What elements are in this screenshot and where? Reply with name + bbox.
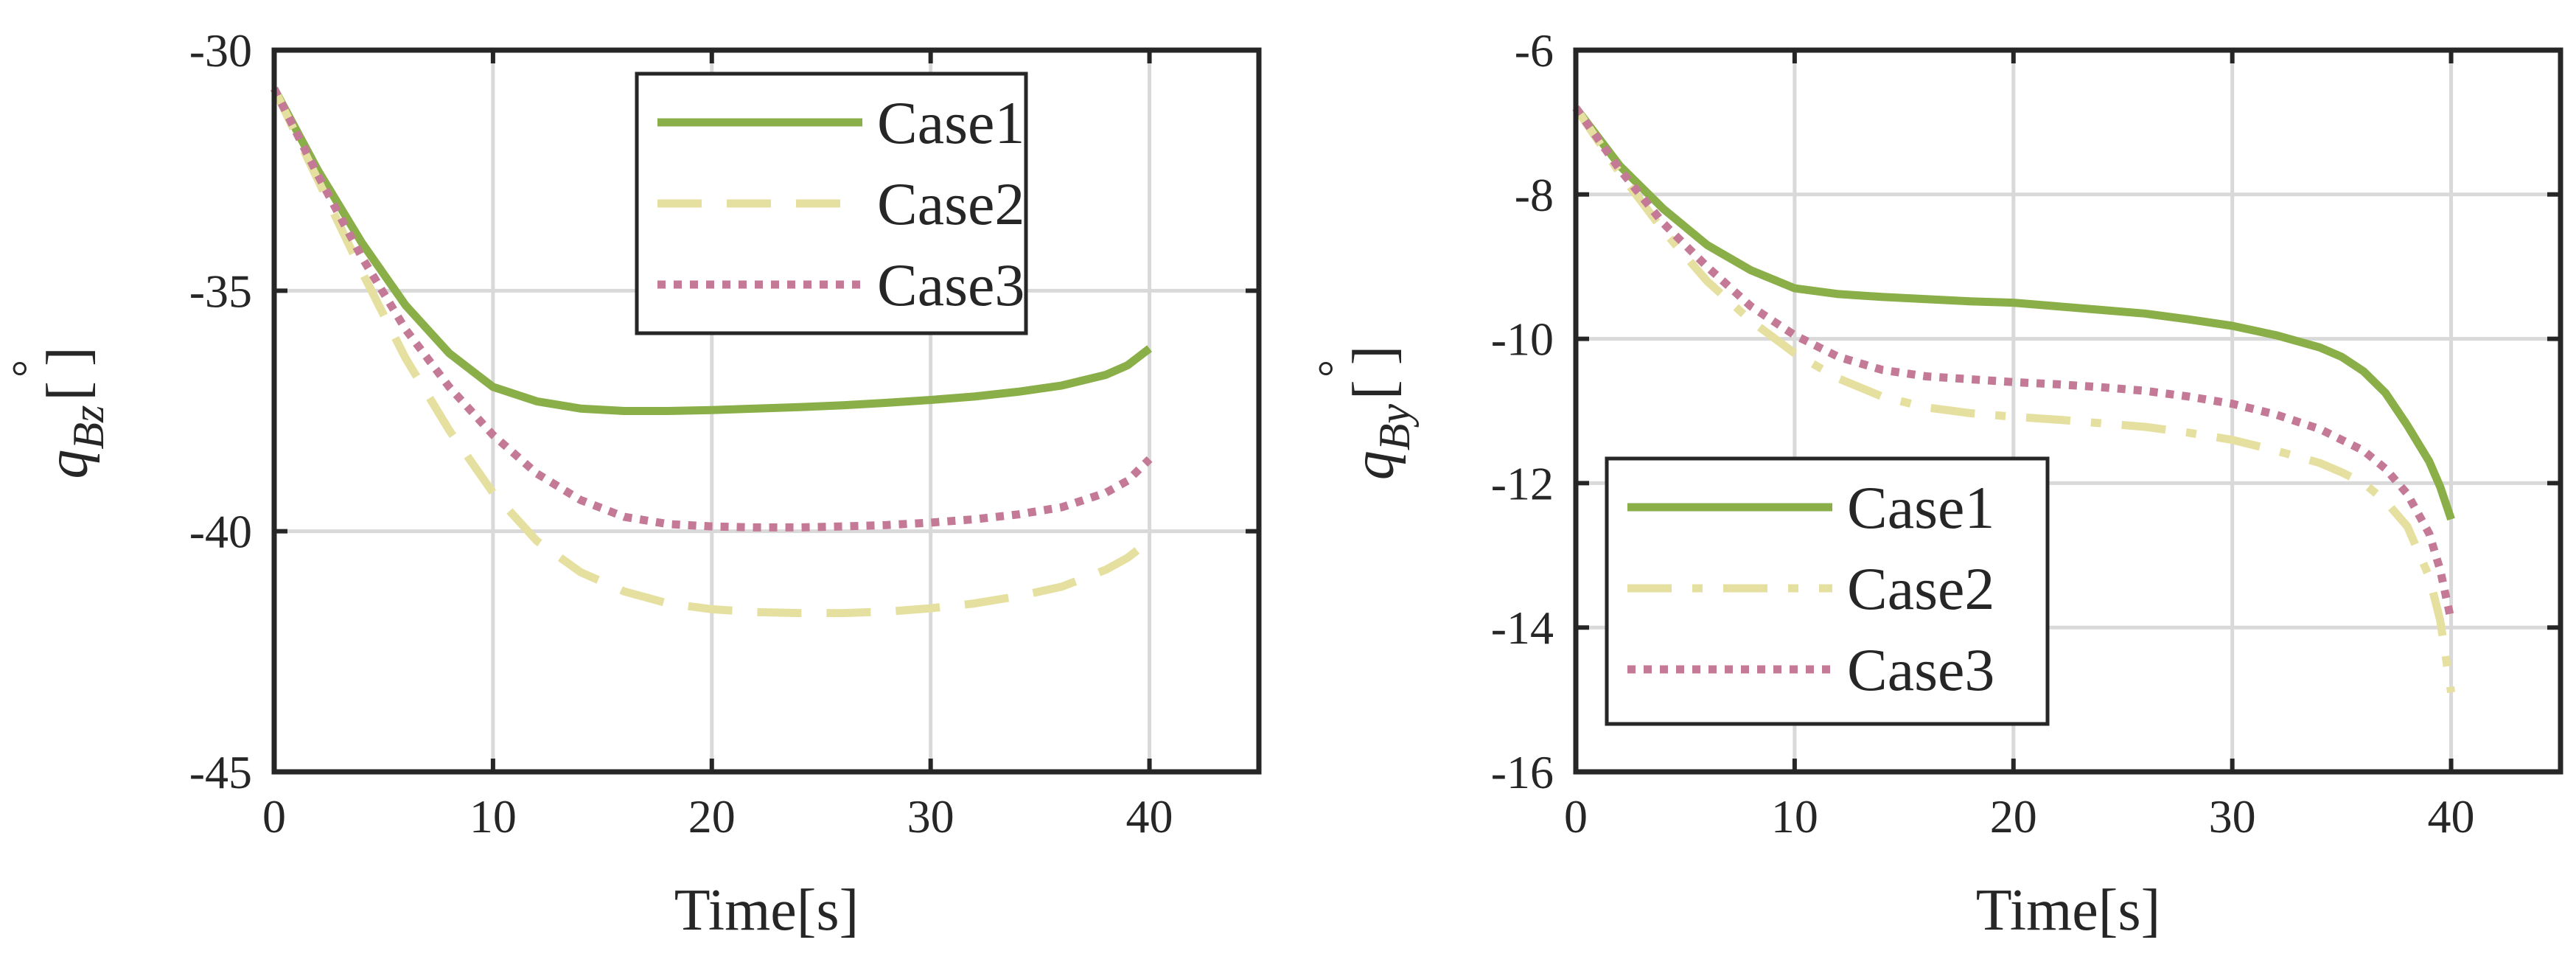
- y-tick-label: -40: [189, 506, 252, 558]
- chart-panel-right: 0 10 20 30 40 -16 -14 -12 -10 -8 -6 Time[s] qBy[ ]° C…: [1310, 24, 2563, 943]
- series-line-case3: [270, 86, 1153, 532]
- axes-box: [271, 47, 1262, 775]
- y-tick-label: -45: [189, 746, 252, 798]
- y-tick-label: -16: [1491, 746, 1554, 798]
- y-tick-label: -14: [1491, 602, 1554, 654]
- legend-label-case1: Case1: [877, 89, 1025, 156]
- series-line-case2: [1572, 105, 2456, 694]
- y-tick-label: -12: [1491, 457, 1554, 509]
- y-tick-label: -10: [1491, 313, 1554, 366]
- y-axis-subscript: By: [1370, 404, 1419, 451]
- series-line-case2: [270, 86, 1152, 618]
- legend: Case1 Case2 Case3: [1605, 456, 2050, 726]
- x-tick-label: 30: [2209, 790, 2256, 843]
- y-axis-degree: °: [4, 360, 52, 377]
- x-tick-label: 30: [907, 790, 954, 843]
- series-line-case1: [270, 86, 1152, 415]
- y-axis-title: qBy[ ]: [1341, 346, 1419, 481]
- series-line-case1: [1572, 105, 2455, 521]
- x-tick-label: 0: [1564, 790, 1588, 843]
- legend-label-case2: Case2: [877, 170, 1025, 237]
- x-tick-label: 0: [262, 790, 286, 843]
- y-axis-unit: [ ]: [1341, 346, 1406, 400]
- legend-label-case3: Case3: [1847, 636, 1994, 703]
- y-tick-label: -6: [1515, 24, 1554, 77]
- legend-label-case3: Case3: [877, 251, 1025, 318]
- x-tick-label: 10: [1771, 790, 1818, 843]
- y-tick-label: -35: [189, 265, 252, 317]
- axes-box: [1573, 47, 2563, 775]
- x-tick-label: 20: [688, 790, 736, 843]
- y-tick-label: -30: [189, 24, 252, 77]
- y-axis-symbol: q: [35, 450, 100, 479]
- x-tick-label: 40: [1126, 790, 1173, 843]
- x-tick-label: 10: [470, 790, 517, 843]
- y-axis-symbol: q: [1341, 450, 1406, 480]
- x-axis-title: Time[s]: [674, 878, 859, 943]
- x-tick-label: 20: [1990, 790, 2037, 843]
- y-axis-subscript: Bz: [64, 405, 113, 450]
- y-axis-title: qBz [ ]: [35, 346, 113, 478]
- legend-label-case2: Case2: [1847, 555, 1994, 622]
- legend-label-case1: Case1: [1847, 474, 1994, 541]
- x-axis-title: Time[s]: [1976, 878, 2160, 943]
- y-tick-label: -8: [1515, 169, 1554, 221]
- legend: Case1 Case2 Case3: [635, 72, 1028, 335]
- series-line-case3: [1572, 105, 2455, 621]
- y-axis-degree: °: [1310, 360, 1358, 377]
- x-tick-label: 40: [2428, 790, 2475, 843]
- y-axis-unit: [ ]: [35, 346, 100, 400]
- chart-panel-left: 0 10 20 30 40 -45 -40 -35 -30 Time[s] qBz [ ]° Case1…: [4, 24, 1262, 943]
